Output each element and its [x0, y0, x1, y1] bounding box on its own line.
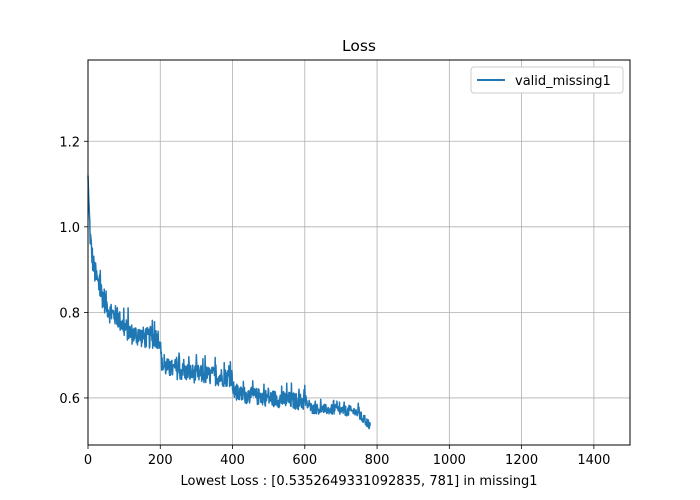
series-line-valid-missing1: [87, 175, 371, 430]
legend: valid_missing1: [470, 66, 624, 94]
legend-label: valid_missing1: [515, 74, 611, 89]
x-tick-label: 800: [365, 453, 390, 468]
legend-box: [470, 66, 624, 94]
plot-frame: [87, 59, 631, 446]
x-tick-label: 1400: [577, 453, 610, 468]
x-tick-label: 1000: [433, 453, 466, 468]
x-tick-label: 400: [220, 453, 245, 468]
x-tick-label: 600: [292, 453, 317, 468]
axis-ticks: 0 200 400 600 800 1000 1200 1400 0.6 0.8 1.0 1.2: [59, 135, 610, 468]
x-tick-label: 1200: [505, 453, 538, 468]
y-tick-label: 0.6: [59, 392, 80, 407]
y-tick-label: 0.8: [59, 306, 80, 321]
series-layer: [87, 175, 371, 430]
y-tick-label: 1.0: [59, 221, 80, 236]
y-tick-label: 1.2: [59, 135, 80, 150]
chart-title: Loss: [342, 37, 376, 55]
grid-lines: [87, 60, 630, 445]
x-tick-label: 0: [84, 453, 92, 468]
x-tick-label: 200: [148, 453, 173, 468]
x-axis-label: Lowest Loss : [0.5352649331092835, 781] …: [180, 474, 537, 489]
